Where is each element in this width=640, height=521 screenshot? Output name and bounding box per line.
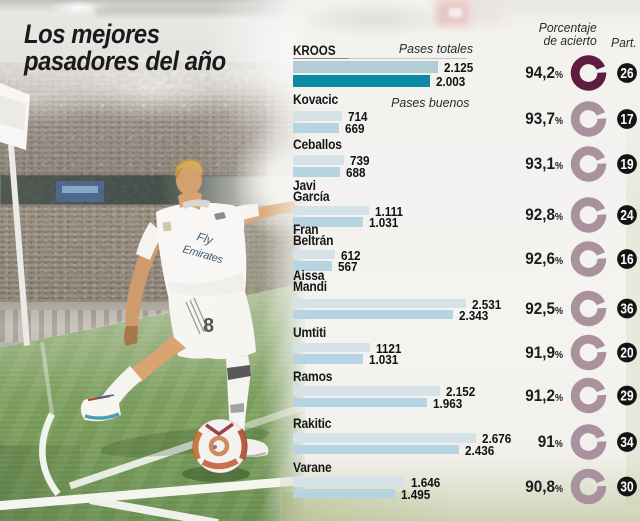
svg-text:24: 24 bbox=[620, 207, 634, 223]
svg-text:36: 36 bbox=[620, 300, 633, 316]
svg-text:16: 16 bbox=[620, 251, 633, 267]
svg-text:Fly: Fly bbox=[195, 229, 215, 247]
svg-text:26: 26 bbox=[620, 65, 633, 81]
svg-text:20: 20 bbox=[620, 344, 633, 360]
svg-text:29: 29 bbox=[620, 387, 633, 403]
svg-text:34: 34 bbox=[620, 434, 634, 450]
svg-text:17: 17 bbox=[620, 111, 633, 127]
svg-text:8: 8 bbox=[203, 315, 214, 337]
svg-text:19: 19 bbox=[620, 156, 633, 172]
svg-text:30: 30 bbox=[620, 478, 633, 494]
